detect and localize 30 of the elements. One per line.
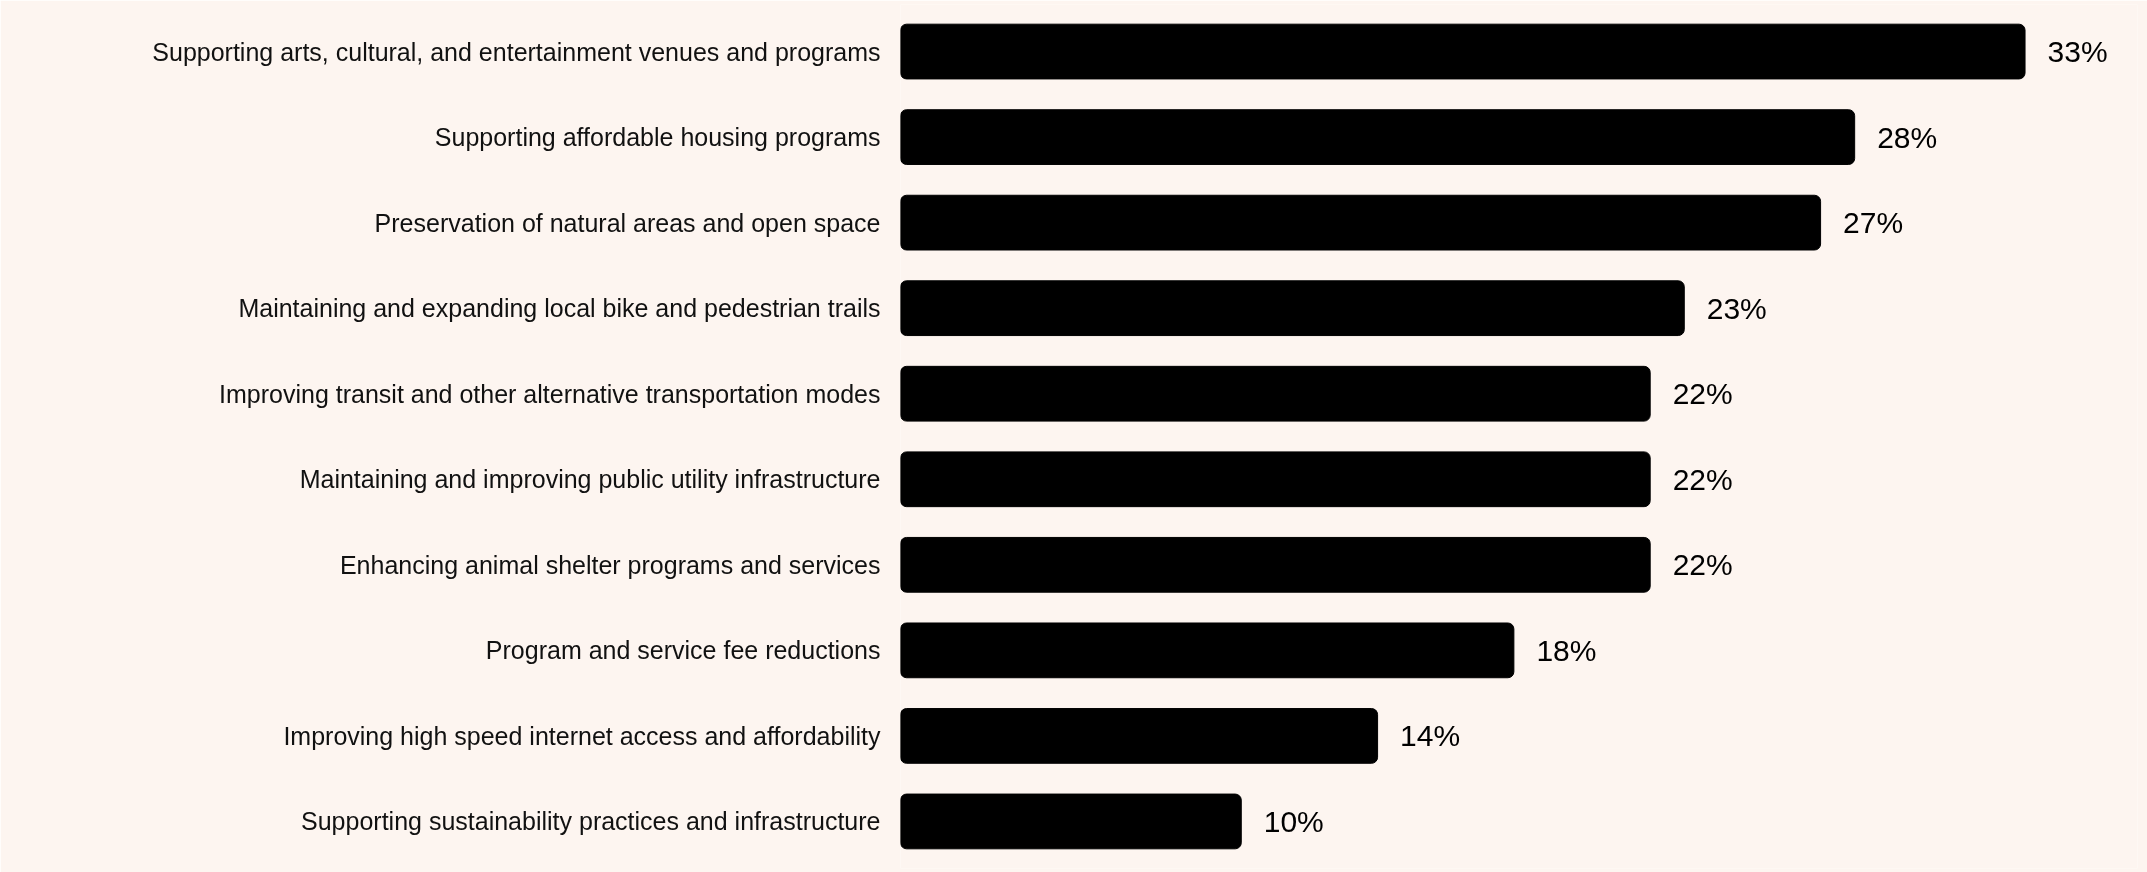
- data-label: 33%: [2047, 35, 2108, 69]
- bar: [900, 365, 1651, 422]
- bar: [900, 23, 2026, 80]
- y-tick-label: Maintaining and improving public utility infrastructure: [299, 465, 881, 494]
- data-label: 22%: [1672, 548, 1733, 582]
- bar: [900, 109, 1856, 165]
- y-tick-label: Improving transit and other alternative transportation modes: [219, 379, 881, 408]
- y-tick-label: Maintaining and expanding local bike and pedestrian trails: [238, 294, 881, 323]
- y-tick-label: Enhancing animal shelter programs and services: [339, 550, 881, 579]
- y-tick-label: Supporting sustainability practices and infrastructure: [301, 807, 881, 836]
- data-label: 27%: [1843, 206, 1904, 240]
- bar: [900, 793, 1242, 850]
- y-tick-label: Program and service fee reductions: [485, 636, 881, 665]
- bar: [900, 536, 1651, 593]
- data-label: 22%: [1672, 462, 1733, 496]
- y-tick-label: Supporting affordable housing programs: [434, 123, 881, 152]
- data-label: 23%: [1706, 291, 1767, 325]
- data-label: 14%: [1400, 719, 1461, 753]
- y-tick-label: Supporting arts, cultural, and entertainment venues and programs: [152, 37, 881, 66]
- y-tick-label: Preservation of natural areas and open space: [374, 208, 881, 237]
- bar: [900, 280, 1685, 337]
- bar: [900, 622, 1515, 679]
- bar: [900, 194, 1822, 251]
- data-label: 22%: [1672, 377, 1733, 411]
- data-label: 18%: [1536, 633, 1597, 667]
- y-tick-label: Improving high speed internet access and affordability: [283, 721, 881, 750]
- data-label: 10%: [1263, 804, 1324, 838]
- bar: [900, 708, 1379, 764]
- bar: [900, 451, 1651, 508]
- data-label: 28%: [1877, 120, 1938, 154]
